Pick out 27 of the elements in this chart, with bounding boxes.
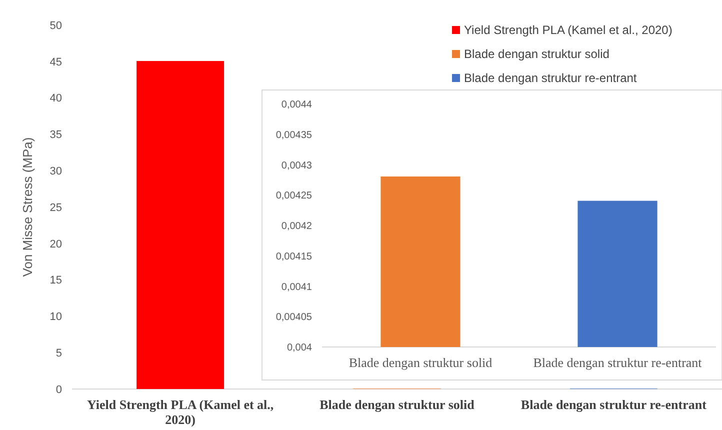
y-tick-label: 0,0041 (281, 282, 312, 293)
y-tick-label: 5 (56, 347, 62, 360)
y-tick-label: 20 (50, 238, 62, 250)
y-tick-label: 10 (50, 311, 62, 324)
y-tick-label: 0,00435 (276, 130, 312, 141)
y-tick-label: 30 (50, 165, 62, 178)
y-tick-label: 25 (50, 202, 62, 214)
legend-label: Blade dengan struktur re-entrant (464, 71, 638, 86)
y-tick-label: 0 (56, 384, 62, 396)
y-tick-label: 35 (50, 129, 62, 142)
y-tick-label: 15 (50, 274, 62, 287)
legend-label: Blade dengan struktur solid (464, 47, 610, 62)
legend-label: Yield Strength PLA (Kamel et al., 2020) (464, 23, 672, 38)
x-tick-label: Blade dengan struktur re-entrant (520, 397, 708, 412)
y-tick-label: 40 (50, 92, 62, 105)
y-tick-label: 0,0042 (281, 221, 312, 232)
x-tick-label: Yield Strength PLA (Kamel et al., 2020) (86, 397, 274, 427)
y-tick-label: 0,0044 (281, 100, 312, 110)
y-tick-label: 50 (50, 20, 62, 32)
y-tick-label: 0,004 (286, 342, 312, 354)
y-tick-label: 0,00415 (276, 251, 312, 262)
x-tick-label: Blade dengan struktur solid (320, 397, 476, 412)
y-axis-title: Von Misse Stress (MPa) (20, 137, 35, 277)
y-tick-label: 0,00425 (276, 190, 312, 202)
y-tick-label: 45 (50, 56, 62, 68)
y-tick-label: 0,00405 (276, 312, 312, 324)
y-tick-label: 0,0043 (281, 160, 312, 172)
